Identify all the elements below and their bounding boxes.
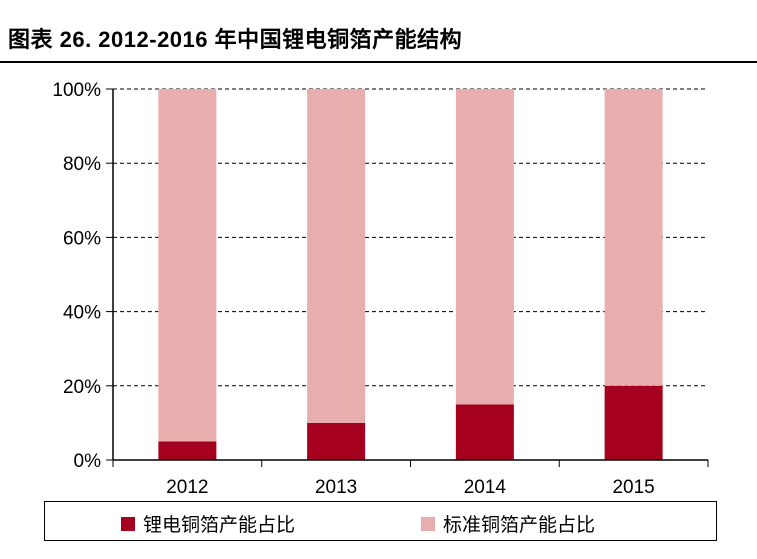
bar-lithium-2013 [307, 422, 366, 460]
axes [106, 88, 709, 467]
x-tick-label: 2012 [166, 477, 208, 498]
legend-swatch-lithium [121, 516, 135, 531]
bar-lithium-2012 [158, 441, 217, 460]
bars [158, 89, 663, 460]
y-tick-label: 100% [52, 80, 101, 101]
bar-lithium-2015 [604, 385, 663, 460]
chart: 0% 20% 40% 60% 80% 100% 2012 2013 2014 2015 [52, 80, 709, 498]
y-tick-labels: 0% 20% 40% 60% 80% 100% [52, 80, 101, 472]
bar-standard-2015 [604, 89, 663, 386]
x-tick-label: 2014 [464, 477, 507, 498]
bar-standard-2014 [455, 89, 514, 405]
bar-lithium-2014 [455, 404, 514, 460]
bar-standard-2012 [158, 89, 217, 442]
bar-standard-2013 [307, 89, 366, 423]
y-tick-label: 40% [63, 303, 101, 324]
legend-item-standard: 标准铜箔产能占比 [421, 510, 595, 537]
chart-title: 图表 26. 2012-2016 年中国锂电铜箔产能结构 [8, 27, 463, 52]
y-tick-label: 60% [63, 228, 101, 249]
legend-label-standard: 标准铜箔产能占比 [443, 515, 596, 536]
y-tick-label: 0% [74, 451, 102, 472]
x-tick-label: 2015 [612, 477, 654, 498]
legend-swatch-standard [421, 516, 435, 531]
title-rule [0, 61, 757, 63]
legend-item-lithium: 锂电铜箔产能占比 [121, 510, 295, 537]
x-tick-label: 2013 [315, 477, 357, 498]
legend: 锂电铜箔产能占比 标准铜箔产能占比 [44, 501, 717, 541]
y-tick-label: 20% [63, 377, 101, 398]
legend-label-lithium: 锂电铜箔产能占比 [143, 515, 296, 536]
x-tick-labels: 2012 2013 2014 2015 [166, 477, 655, 498]
y-tick-label: 80% [63, 154, 101, 175]
